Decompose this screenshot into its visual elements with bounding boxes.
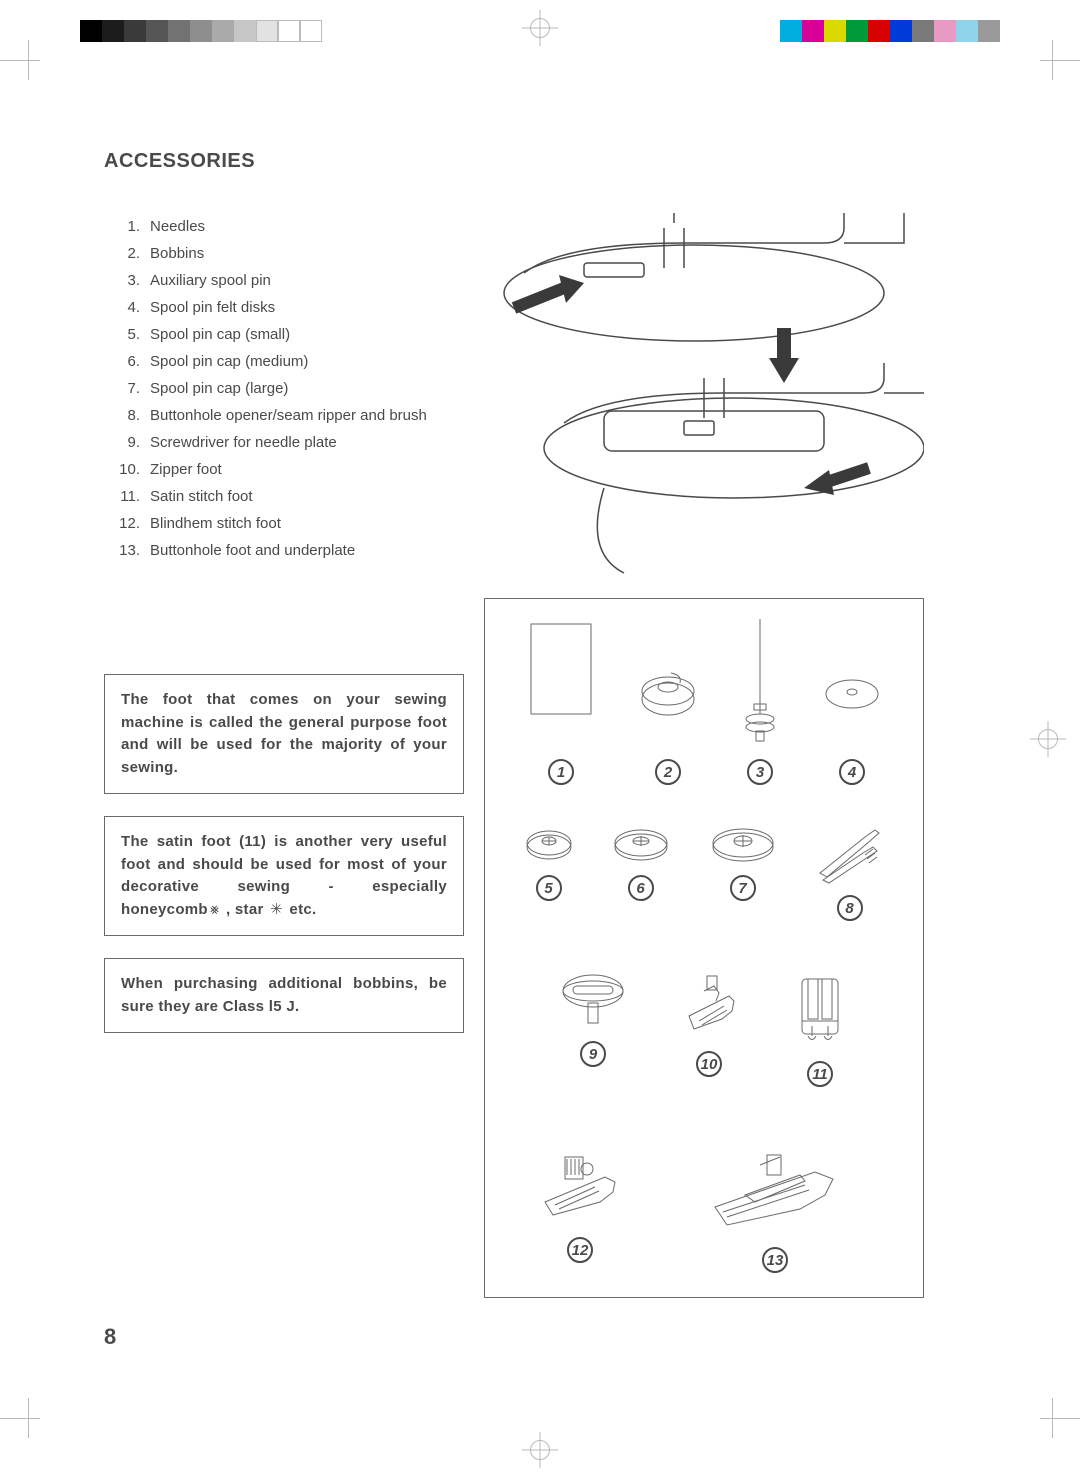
star-glyph: ✳ [268,901,285,918]
note-text: The foot that comes on your sewing machi… [121,691,447,776]
crop-mark [1040,40,1080,80]
crop-mark [0,40,40,80]
circled-number: 13 [762,1247,788,1273]
acc-item-3: 3 [740,619,780,785]
list-item: Buttonhole opener/seam ripper and brush [114,402,464,429]
circled-number: 1 [548,759,574,785]
note-text: etc. [285,901,317,918]
acc-item-5: 5 [524,825,574,921]
register-mark-bottom [522,1432,558,1468]
list-item: Screwdriver for needle plate [114,429,464,456]
circled-number: 11 [807,1061,833,1087]
accessories-diagram: 1 2 3 4 [484,598,924,1298]
list-item: Auxiliary spool pin [114,267,464,294]
acc-item-4: 4 [822,619,882,785]
list-item: Spool pin felt disks [114,294,464,321]
crop-mark [0,1398,40,1438]
list-item: Bobbins [114,240,464,267]
acc-item-6: 6 [611,825,671,921]
list-item: Blindhem stitch foot [114,510,464,537]
list-item: Satin stitch foot [114,483,464,510]
note-text: , star [222,901,269,918]
register-mark-right [1030,721,1066,757]
page-title: ACCESSORIES [104,150,976,173]
circled-number: 9 [580,1041,606,1067]
print-registration-gray-bar [80,20,322,42]
acc-item-13: 13 [705,1147,845,1273]
note-text: When purchasing additional bobbins, be s… [121,975,447,1015]
circled-number: 3 [747,759,773,785]
acc-item-1: 1 [526,619,596,785]
note-general-foot: The foot that comes on your sewing machi… [104,674,464,794]
circled-number: 7 [730,875,756,901]
circled-number: 5 [536,875,562,901]
accessories-list: Needles Bobbins Auxiliary spool pin Spoo… [114,213,464,564]
circled-number: 8 [837,895,863,921]
list-item: Buttonhole foot and underplate [114,537,464,564]
circled-number: 10 [696,1051,722,1077]
note-bobbins: When purchasing additional bobbins, be s… [104,958,464,1033]
acc-item-2: 2 [638,619,698,785]
acc-item-9: 9 [558,971,628,1087]
list-item: Spool pin cap (large) [114,375,464,402]
list-item: Spool pin cap (medium) [114,348,464,375]
honeycomb-glyph: ⨳ [208,901,222,918]
print-registration-color-bar [780,20,1000,42]
register-mark-top [522,10,558,46]
acc-item-11: 11 [790,971,850,1087]
note-satin-foot: The satin foot (11) is another very usef… [104,816,464,936]
list-item: Zipper foot [114,456,464,483]
acc-item-7: 7 [708,825,778,921]
crop-mark [1040,1398,1080,1438]
circled-number: 6 [628,875,654,901]
sewing-machine-illustration [484,213,924,583]
acc-item-10: 10 [674,971,744,1087]
circled-number: 2 [655,759,681,785]
acc-item-12: 12 [535,1147,625,1273]
page-number: 8 [104,1324,116,1350]
list-item: Needles [114,213,464,240]
circled-number: 4 [839,759,865,785]
acc-item-8: 8 [815,825,885,921]
circled-number: 12 [567,1237,593,1263]
list-item: Spool pin cap (small) [114,321,464,348]
